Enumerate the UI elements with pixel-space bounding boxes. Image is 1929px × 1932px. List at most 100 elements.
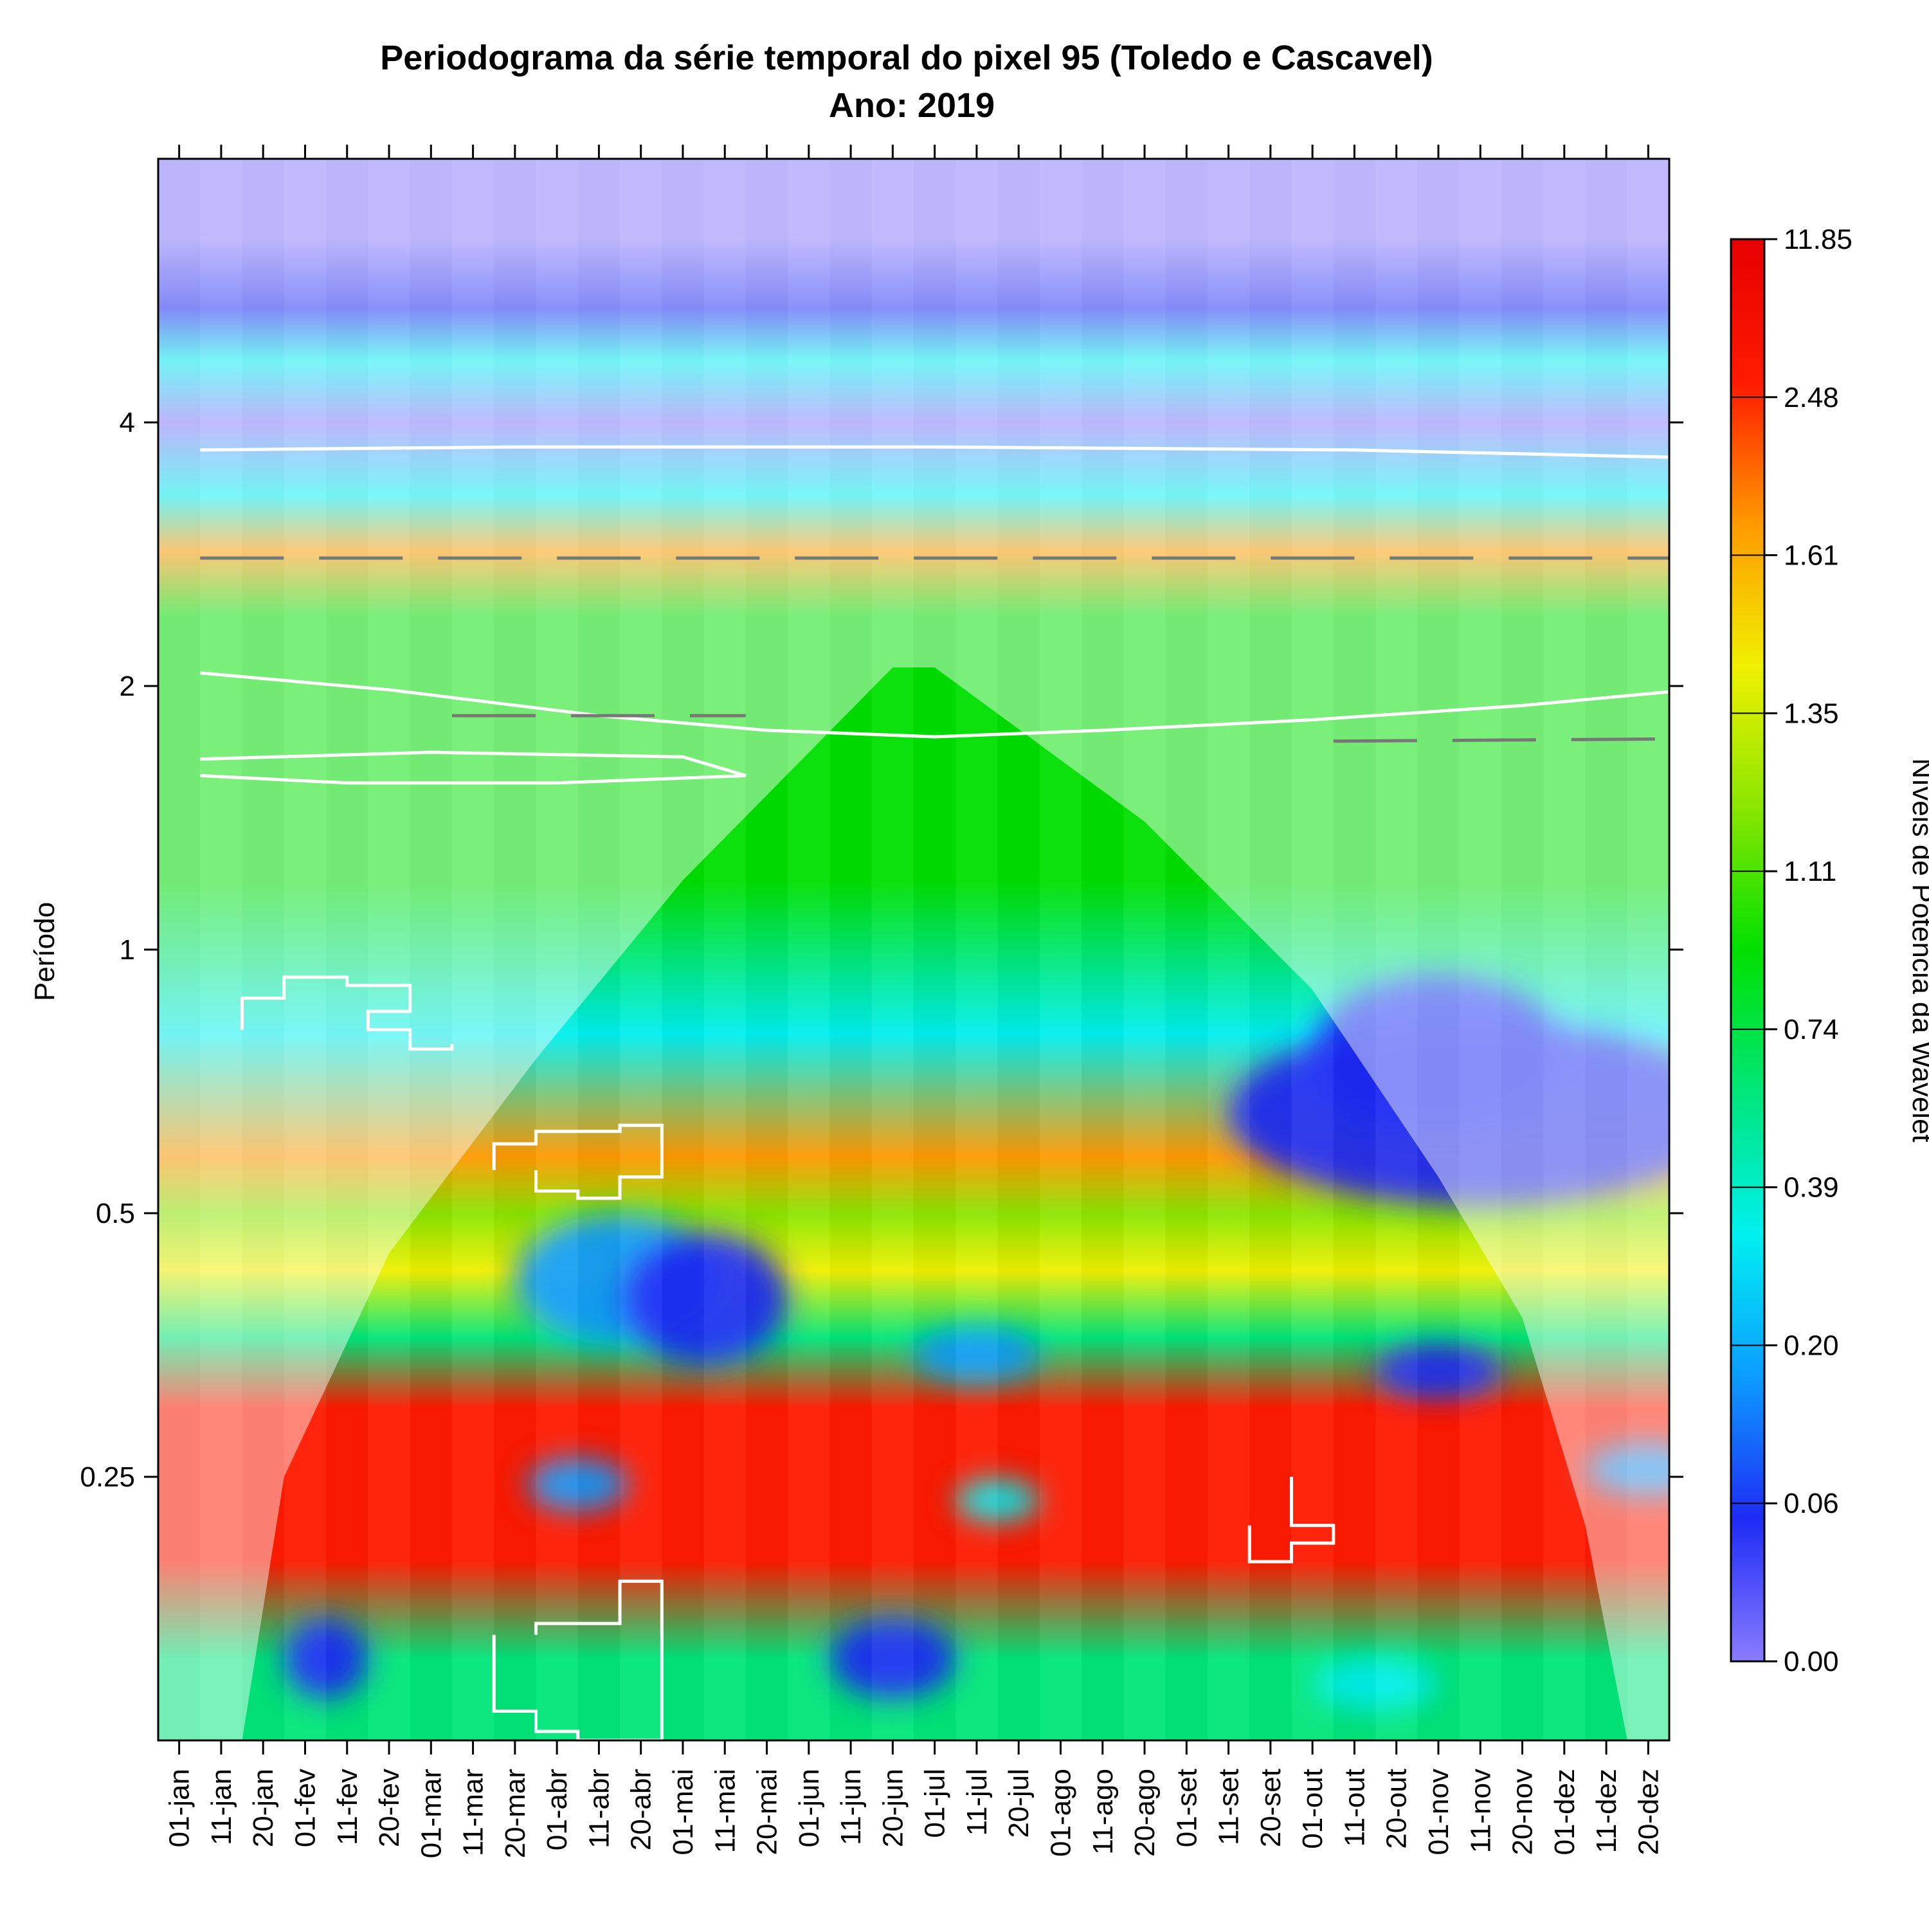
column-17	[871, 159, 914, 1740]
x-tick-label-22: 11-ago	[1087, 1769, 1119, 1855]
column-1	[200, 159, 242, 1740]
colorbar-tick-label-0: 0.00	[1784, 1646, 1839, 1677]
x-tick-label-6: 01-mar	[415, 1769, 447, 1858]
column-33	[1543, 159, 1586, 1740]
x-tick-label-31: 11-nov	[1465, 1769, 1496, 1853]
x-tick-label-25: 11-set	[1213, 1769, 1245, 1845]
power-blob-11	[1312, 1657, 1438, 1711]
colorbar-tick-label-3: 0.39	[1784, 1172, 1839, 1204]
power-blob-9	[955, 1479, 1040, 1522]
x-tick-label-19: 11-jul	[961, 1769, 993, 1836]
x-tick-label-2: 20-jan	[248, 1769, 279, 1847]
x-tick-label-14: 20-mai	[752, 1769, 783, 1855]
power-bands	[158, 159, 1669, 1740]
colorbar-tick-label-8: 2.48	[1784, 382, 1839, 413]
column-29	[1375, 159, 1418, 1740]
x-tick-label-10: 11-abr	[583, 1769, 615, 1848]
colorbar-tick-label-5: 1.11	[1784, 856, 1836, 887]
power-blob-5	[1375, 1344, 1501, 1398]
ridge-line-1	[200, 671, 1669, 739]
colorbar-tick-label-6: 1.35	[1784, 698, 1839, 729]
column-15	[788, 159, 830, 1740]
plot-area	[158, 159, 1669, 1740]
column-27	[1291, 159, 1334, 1740]
x-tick-label-17: 20-jun	[877, 1769, 909, 1847]
x-tick-label-29: 20-out	[1381, 1769, 1413, 1849]
column-25	[1207, 159, 1250, 1740]
column-11	[620, 159, 662, 1740]
column-23	[1123, 159, 1166, 1740]
column-3	[284, 159, 327, 1740]
y-tick-label-3: 0.5	[96, 1198, 135, 1229]
colorbar-tick-label-7: 1.61	[1784, 540, 1839, 572]
power-blob-3	[620, 1232, 788, 1364]
significance-regions	[240, 975, 1336, 1740]
y-tick-label-0: 4	[120, 407, 135, 438]
colorbar-ticks: 0.00 0.06 0.20 0.39 0.74 1.11 1.35 1.61 2.48 11.8…	[1731, 224, 1852, 1677]
power-blob-10	[1585, 1443, 1669, 1496]
column-9	[536, 159, 578, 1740]
x-tick-label-3: 01-fev	[289, 1769, 321, 1847]
x-tick-label-33: 01-dez	[1549, 1769, 1580, 1855]
x-tick-label-26: 20-set	[1255, 1769, 1287, 1847]
column-19	[955, 159, 998, 1740]
column-7	[451, 159, 494, 1740]
colorbar-tick-label-4: 0.74	[1784, 1014, 1839, 1045]
chart-title: Periodograma da série temporal do pixel …	[380, 39, 1433, 77]
x-tick-label-30: 01-nov	[1423, 1769, 1454, 1855]
column-31	[1459, 159, 1501, 1740]
significance-region-2	[492, 1579, 664, 1740]
power-blob-4	[914, 1328, 1040, 1381]
x-tick-label-13: 11-mai	[709, 1769, 741, 1853]
x-tick-label-21: 01-ago	[1045, 1769, 1076, 1857]
significance-region-1	[492, 1123, 664, 1200]
x-tick-label-4: 11-fev	[332, 1769, 363, 1845]
y-tick-label-4: 0.25	[80, 1461, 135, 1493]
x-tick-label-27: 01-out	[1297, 1769, 1328, 1849]
ridge-line-0	[200, 445, 1669, 459]
x-tick-label-35: 20-dez	[1633, 1769, 1664, 1855]
power-blob-8	[527, 1458, 629, 1511]
column-13	[703, 159, 746, 1740]
colorbar-tick-label-9: 11.85	[1784, 224, 1852, 255]
y-axis-title: Período	[29, 902, 60, 1001]
x-tick-label-20: 20-jul	[1003, 1769, 1035, 1838]
cone-of-influence	[158, 159, 1669, 1740]
significance-region-3	[1247, 1477, 1336, 1564]
ridge-line-5	[1333, 737, 1669, 743]
x-tick-label-1: 11-jan	[206, 1769, 237, 1845]
x-tick-label-11: 20-abr	[626, 1769, 657, 1850]
x-tick-label-18: 01-jul	[919, 1769, 951, 1838]
sample-columns	[200, 159, 1669, 1740]
ridge-lines	[200, 445, 1669, 785]
y-axis: 4 2 1 0.5 0.25	[80, 407, 1683, 1493]
power-blob-7	[829, 1619, 956, 1699]
colorbar-tick-label-1: 0.06	[1784, 1488, 1839, 1519]
column-35	[1627, 159, 1669, 1740]
x-axis: 01-jan 11-jan 20-jan 01-fev 11-fev 20-fev 01-m…	[164, 145, 1664, 1858]
x-tick-label-5: 20-fev	[374, 1769, 405, 1847]
colorbar-tick-label-2: 0.20	[1784, 1330, 1839, 1361]
column-5	[368, 159, 410, 1740]
x-tick-label-34: 11-dez	[1591, 1769, 1622, 1853]
colorbar-title: Níveis de Potência da Wavelet	[1906, 758, 1929, 1142]
x-tick-label-23: 20-ago	[1129, 1769, 1161, 1857]
x-tick-label-0: 01-jan	[164, 1769, 195, 1847]
x-tick-label-24: 01-set	[1171, 1769, 1202, 1847]
y-tick-label-1: 2	[120, 671, 135, 702]
x-tick-label-9: 01-abr	[541, 1769, 573, 1850]
y-tick-label-2: 1	[120, 934, 135, 966]
column-21	[1039, 159, 1082, 1740]
x-tick-label-12: 01-mai	[667, 1769, 699, 1855]
chart-subtitle: Ano: 2019	[829, 86, 995, 125]
x-tick-label-16: 11-jun	[835, 1769, 867, 1845]
power-blob-1	[1312, 975, 1564, 1133]
x-tick-label-28: 11-out	[1339, 1769, 1370, 1847]
significance-region-0	[240, 975, 454, 1051]
power-blob-6	[284, 1619, 368, 1699]
power-blobs	[284, 975, 1669, 1711]
colorbar	[1730, 238, 1766, 1663]
x-tick-label-8: 20-mar	[500, 1769, 531, 1858]
